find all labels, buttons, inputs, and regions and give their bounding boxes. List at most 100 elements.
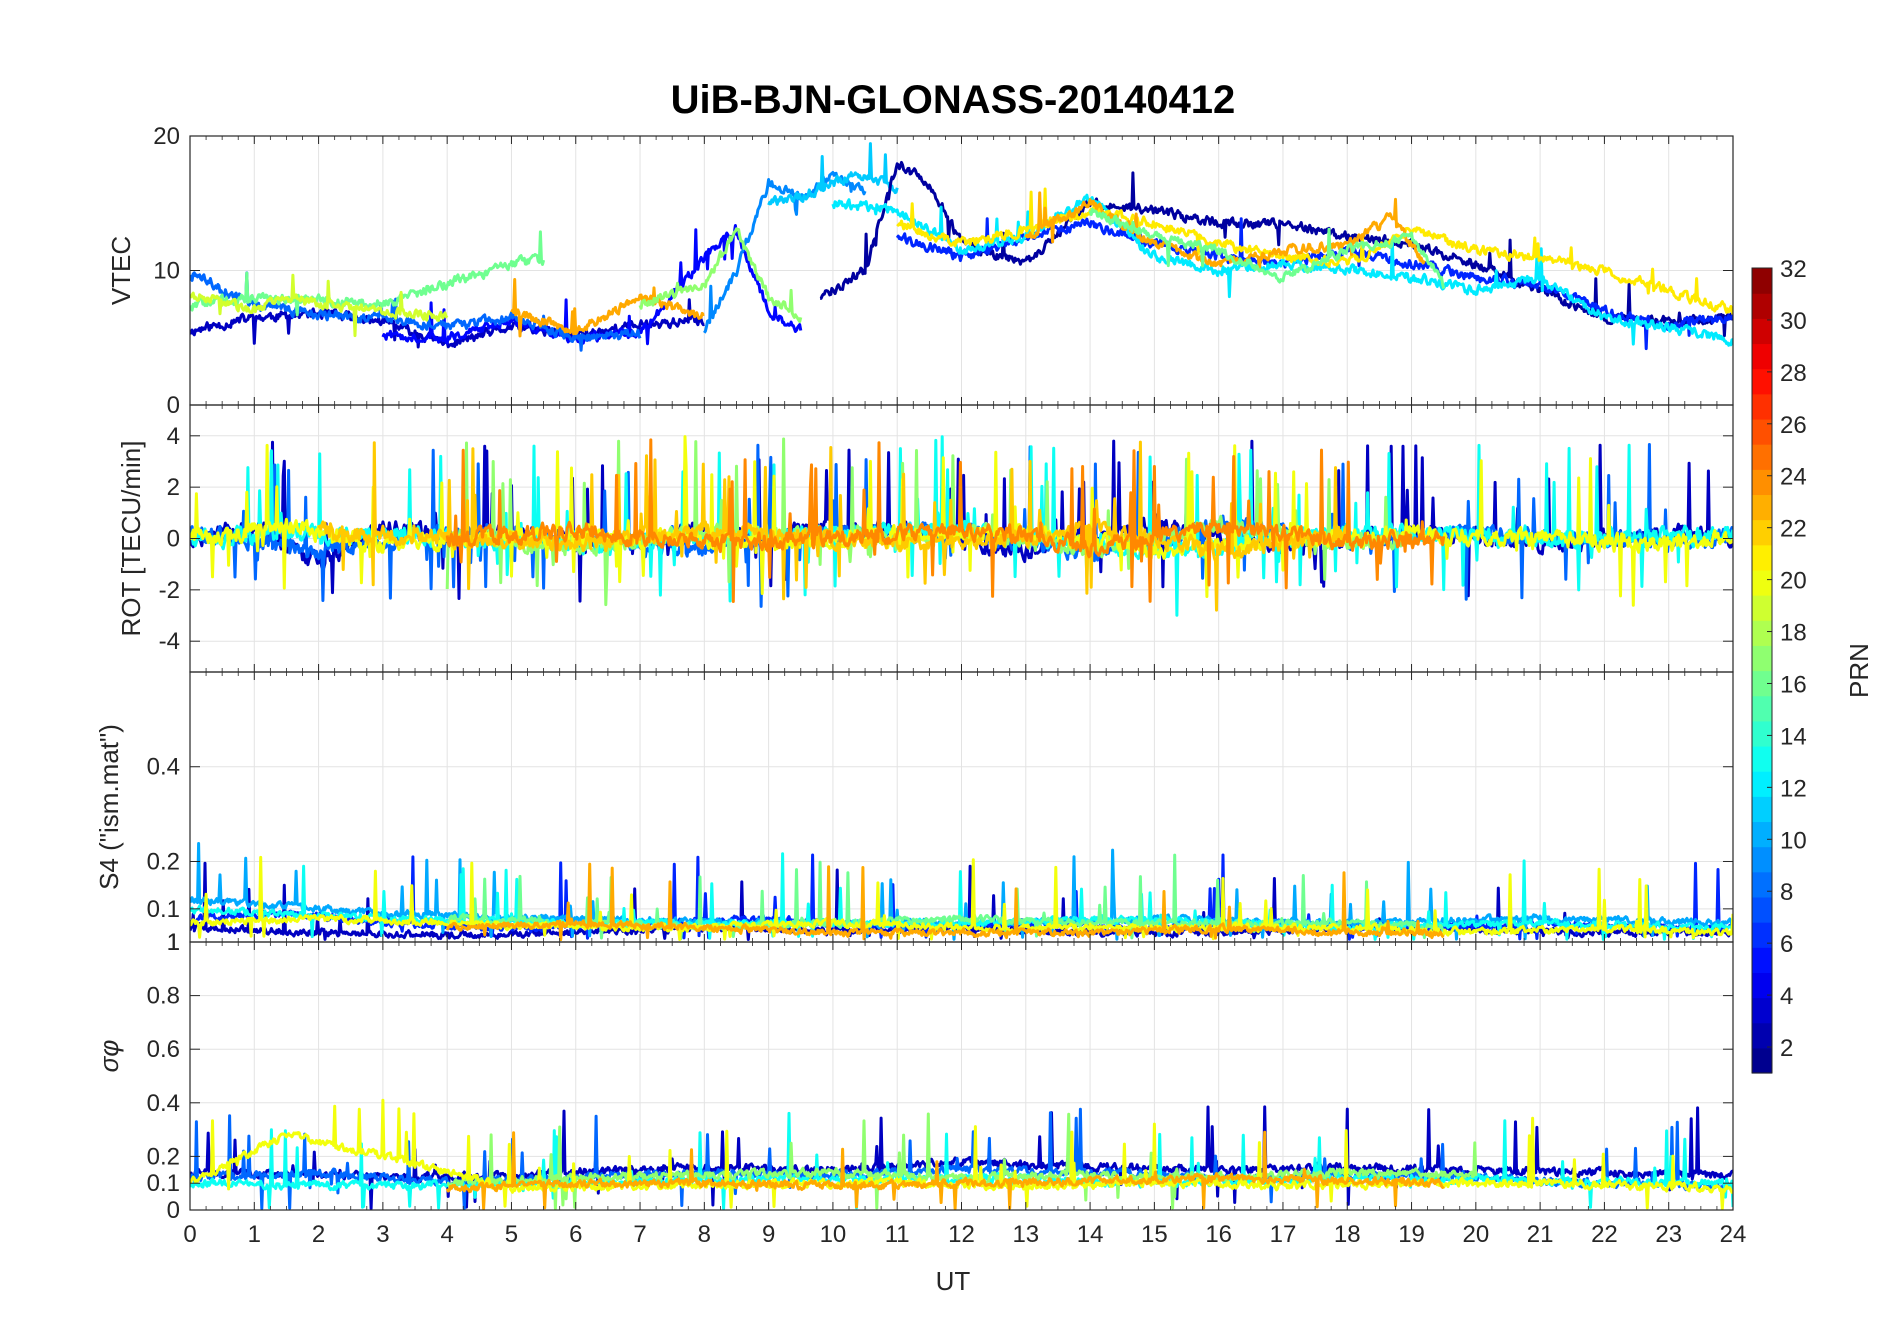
x-tick-label: 11 <box>885 1221 910 1248</box>
colorbar-segment <box>1752 444 1772 470</box>
x-tick-label: 7 <box>633 1221 646 1248</box>
series-line-prn-16 <box>190 230 546 317</box>
colorbar-segment <box>1752 569 1772 596</box>
y-tick-label: 0.4 <box>147 1090 180 1117</box>
x-tick-label: 16 <box>1205 1221 1232 1248</box>
colorbar-tick-label: 8 <box>1780 879 1793 906</box>
x-tick-label: 3 <box>376 1221 389 1248</box>
x-tick-label: 17 <box>1270 1221 1297 1248</box>
y-tick-label: -2 <box>159 577 180 604</box>
series-group-panel-4 <box>190 1098 1733 1210</box>
colorbar-tick-label: 12 <box>1780 775 1807 802</box>
y-tick-label: 0.2 <box>147 848 180 875</box>
x-tick-label: 23 <box>1655 1221 1682 1248</box>
x-tick-label: 13 <box>1012 1221 1039 1248</box>
panel-2: -4 -2 0 2 4 ROT [TECU/min] <box>116 404 1734 673</box>
y-tick-label: 1 <box>167 929 180 956</box>
colorbar-label: PRN <box>1844 643 1874 698</box>
series-line-prn-9 <box>703 171 867 334</box>
panel-3: 0.1 0.2 0.4 1 S4 ("ism.mat") <box>94 671 1734 956</box>
colorbar-tick-label: 28 <box>1780 360 1807 387</box>
series-group-panel-2 <box>190 435 1733 617</box>
colorbar-segment <box>1752 469 1772 496</box>
colorbar-tick-label: 26 <box>1780 412 1807 439</box>
colorbar-segment <box>1752 544 1772 571</box>
colorbar-segment <box>1752 997 1772 1024</box>
y-tick-label: 0.1 <box>147 1170 180 1197</box>
x-ticks-panel-2 <box>189 405 1734 672</box>
y-tick-label: 0.1 <box>147 896 180 923</box>
colorbar-segment <box>1752 922 1772 948</box>
y-tick-label: 0.2 <box>147 1143 180 1170</box>
x-tick-label: 12 <box>948 1221 975 1248</box>
colorbar-segment <box>1752 695 1772 722</box>
grid-panel-1 <box>189 135 1734 406</box>
colorbar-segment <box>1752 720 1772 747</box>
y-tick-label: -4 <box>159 628 180 655</box>
colorbar-segment <box>1752 519 1772 546</box>
x-tick-label: 14 <box>1077 1221 1104 1248</box>
colorbar-segment <box>1752 368 1772 395</box>
y-ticks-panel-3: 0.1 0.2 0.4 1 <box>147 754 1733 956</box>
y-tick-label: 10 <box>153 258 180 285</box>
y-tick-label: 4 <box>167 423 180 450</box>
series-line-prn-23 <box>445 1130 1445 1210</box>
chart-title: UiB-BJN-GLONASS-20140412 <box>671 78 1236 122</box>
y-ticks-panel-2: -4 -2 0 2 4 <box>159 423 1733 655</box>
y-axis-label-panel-3: S4 ("ism.mat") <box>94 724 124 890</box>
colorbar-segment <box>1752 620 1772 646</box>
x-tick-label: 5 <box>505 1221 518 1248</box>
y-tick-label: 0 <box>167 1197 180 1224</box>
colorbar-tick-label: 10 <box>1780 827 1807 854</box>
colorbar-segment <box>1752 871 1772 898</box>
x-tick-label: 2 <box>312 1221 325 1248</box>
x-ticks-panel-3 <box>189 672 1734 942</box>
x-tick-label: 20 <box>1462 1221 1489 1248</box>
x-tick-label: 4 <box>440 1221 453 1248</box>
colorbar-tick-label: 32 <box>1780 256 1807 283</box>
colorbar-segment <box>1752 745 1772 772</box>
x-axis-label: UT <box>936 1266 971 1296</box>
colorbar-segment <box>1752 268 1772 294</box>
colorbar-segment <box>1752 796 1772 823</box>
y-axis-label-panel-2: ROT [TECU/min] <box>116 441 146 637</box>
colorbar-tick-label: 16 <box>1780 671 1807 698</box>
colorbar-segment <box>1752 418 1772 445</box>
colorbar-segment <box>1752 972 1772 999</box>
colorbar-frame <box>1751 267 1773 1074</box>
y-tick-label: 0 <box>167 392 180 419</box>
colorbar-tick-label: 22 <box>1780 516 1807 543</box>
colorbar-tick-label: 6 <box>1780 931 1793 958</box>
colorbar-segment <box>1752 846 1772 873</box>
x-tick-label: 22 <box>1591 1221 1618 1248</box>
x-tick-label: 6 <box>569 1221 582 1248</box>
series-line-prn-23 <box>1024 191 1426 271</box>
x-tick-label: 9 <box>762 1221 775 1248</box>
colorbar-segment <box>1752 670 1772 697</box>
y-tick-label: 0.4 <box>147 754 180 781</box>
x-tick-label: 15 <box>1141 1221 1168 1248</box>
x-tick-label: 1 <box>248 1221 261 1248</box>
series-line-prn-16 <box>1088 207 1446 289</box>
colorbar-segment <box>1752 1047 1772 1074</box>
colorbar-segment <box>1752 947 1772 973</box>
series-line-prn-17 <box>638 227 803 324</box>
x-tick-label: 8 <box>698 1221 711 1248</box>
panel-1: 0 10 20 VTEC <box>106 123 1734 419</box>
panel-4: 00.10.2 0.4 0.6 0.8 1 σφ <box>94 929 1734 1224</box>
series-line-prn-19 <box>190 273 449 338</box>
colorbar-tick-label: 4 <box>1780 983 1793 1010</box>
x-ticks-panel-1 <box>189 136 1734 405</box>
y-axis-label-panel-1: VTEC <box>106 236 136 305</box>
y-ticks-panel-1: 0 10 20 <box>153 123 1733 419</box>
x-tick-label: 18 <box>1334 1221 1361 1248</box>
colorbar-segment <box>1752 896 1772 923</box>
colorbar-tick-label: 30 <box>1780 308 1807 335</box>
colorbar-segment <box>1752 318 1772 345</box>
x-tick-label: 10 <box>820 1221 847 1248</box>
colorbar-tick-label: 18 <box>1780 620 1807 647</box>
